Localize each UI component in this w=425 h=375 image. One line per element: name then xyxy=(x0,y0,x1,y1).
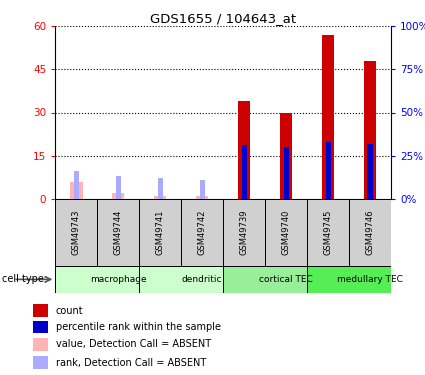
Text: macrophage: macrophage xyxy=(90,275,147,284)
Bar xyxy=(368,144,373,199)
Text: cell type: cell type xyxy=(2,274,44,284)
Bar xyxy=(223,199,265,266)
Text: GSM49745: GSM49745 xyxy=(323,210,332,255)
Bar xyxy=(33,304,48,317)
Bar xyxy=(238,101,250,199)
Bar xyxy=(33,321,48,333)
Bar xyxy=(322,35,334,199)
Title: GDS1655 / 104643_at: GDS1655 / 104643_at xyxy=(150,12,296,25)
Bar xyxy=(33,338,48,351)
Bar xyxy=(200,180,205,199)
Text: medullary TEC: medullary TEC xyxy=(337,275,403,284)
Bar xyxy=(326,142,331,199)
Text: dendritic: dendritic xyxy=(182,275,222,284)
Bar xyxy=(55,266,139,292)
Bar xyxy=(33,356,48,369)
Bar xyxy=(364,61,376,199)
Bar xyxy=(154,196,167,199)
Text: GSM49746: GSM49746 xyxy=(366,210,374,255)
Bar xyxy=(349,199,391,266)
Bar xyxy=(139,199,181,266)
Text: GSM49742: GSM49742 xyxy=(198,210,207,255)
Text: GSM49740: GSM49740 xyxy=(282,210,291,255)
Text: cortical TEC: cortical TEC xyxy=(259,275,313,284)
Bar xyxy=(112,193,125,199)
Bar xyxy=(97,199,139,266)
Bar xyxy=(223,266,307,292)
Bar xyxy=(283,147,289,199)
Text: GSM49739: GSM49739 xyxy=(240,210,249,255)
Bar xyxy=(116,176,121,199)
Bar xyxy=(181,199,223,266)
Bar xyxy=(139,266,223,292)
Bar xyxy=(196,196,208,199)
Bar xyxy=(74,171,79,199)
Text: GSM49743: GSM49743 xyxy=(72,210,81,255)
Text: count: count xyxy=(56,306,83,316)
Bar xyxy=(280,112,292,199)
Bar xyxy=(158,178,163,199)
Bar xyxy=(307,199,349,266)
Text: percentile rank within the sample: percentile rank within the sample xyxy=(56,322,221,332)
Bar xyxy=(241,145,246,199)
Bar xyxy=(55,199,97,266)
Bar xyxy=(265,199,307,266)
Text: rank, Detection Call = ABSENT: rank, Detection Call = ABSENT xyxy=(56,358,206,368)
Text: GSM49741: GSM49741 xyxy=(156,210,164,255)
Text: GSM49744: GSM49744 xyxy=(114,210,123,255)
Bar xyxy=(70,182,82,199)
Text: value, Detection Call = ABSENT: value, Detection Call = ABSENT xyxy=(56,339,211,349)
Bar xyxy=(307,266,391,292)
